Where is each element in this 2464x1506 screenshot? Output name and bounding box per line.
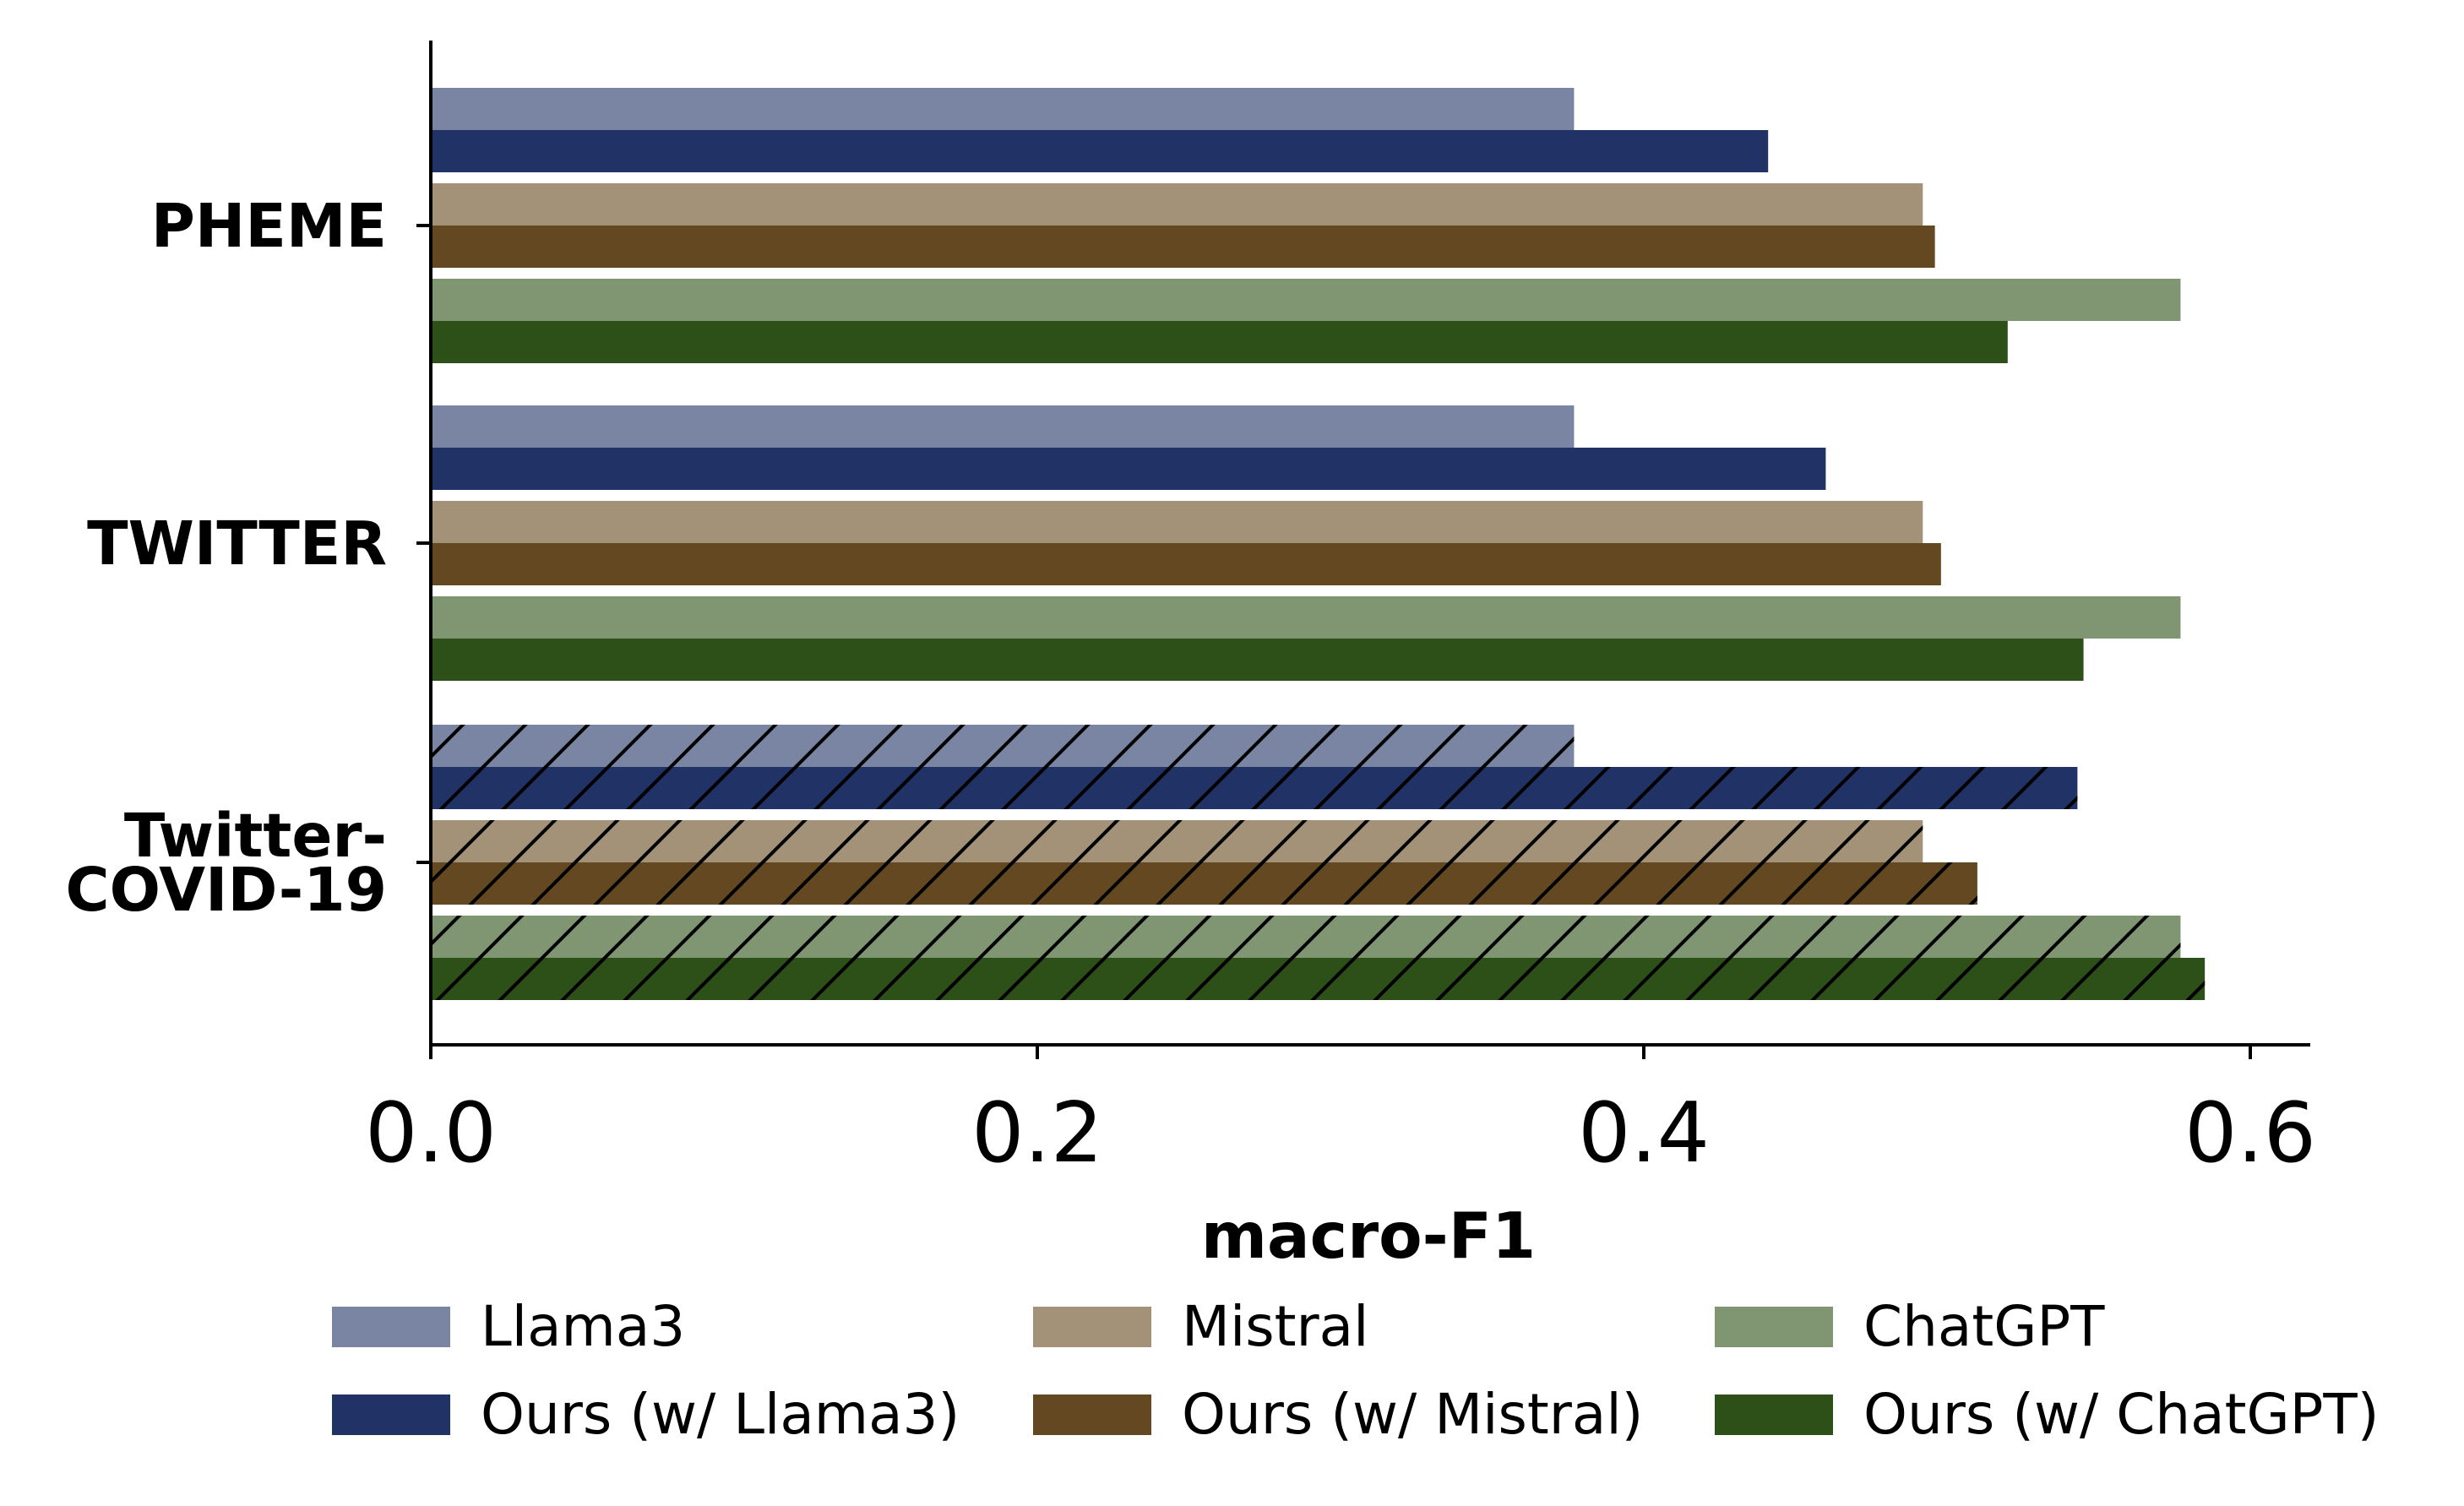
- legend-item-3: Ours (w/ Mistral): [1033, 1382, 1643, 1447]
- x-tick-label-2: 0.4: [1578, 1085, 1710, 1182]
- bar-1-1: [431, 448, 1826, 490]
- y-tick-label-2: Twitter-COVID-19: [66, 801, 387, 925]
- bar-1-4: [431, 596, 2181, 639]
- y-tick-label-1: TWITTER: [87, 508, 387, 579]
- legend-swatch-3: [1033, 1395, 1151, 1435]
- bar-0-2: [431, 183, 1923, 226]
- x-tick-label-1: 0.2: [971, 1085, 1103, 1182]
- bars: [431, 88, 2206, 1000]
- bar-hatch-2-0: [431, 725, 1575, 767]
- legend-label-4: ChatGPT: [1863, 1294, 2105, 1359]
- bar-1-2: [431, 501, 1923, 543]
- bar-1-0: [431, 405, 1575, 448]
- bar-0-1: [431, 130, 1769, 172]
- legend-swatch-5: [1715, 1395, 1833, 1435]
- bar-0-3: [431, 226, 1935, 268]
- y-axis-ticks: PHEME TWITTER Twitter-COVID-19: [66, 191, 431, 925]
- legend-swatch-4: [1715, 1307, 1833, 1347]
- legend-swatch-2: [1033, 1307, 1151, 1347]
- legend-item-2: Mistral: [1033, 1294, 1368, 1359]
- bar-hatch-2-2: [431, 820, 1923, 862]
- bar-0-5: [431, 321, 2008, 363]
- legend-item-1: Ours (w/ Llama3): [332, 1382, 960, 1447]
- y-tick-label-0: PHEME: [151, 191, 387, 261]
- legend-swatch-1: [332, 1395, 450, 1435]
- legend-swatch-0: [332, 1307, 450, 1347]
- x-tick-label-0: 0.0: [365, 1085, 497, 1182]
- legend-label-2: Mistral: [1182, 1294, 1368, 1359]
- bar-1-5: [431, 639, 2084, 681]
- bar-hatch-2-5: [431, 958, 2206, 1000]
- x-tick-label-3: 0.6: [2184, 1085, 2316, 1182]
- legend-item-4: ChatGPT: [1715, 1294, 2105, 1359]
- legend-item-0: Llama3: [332, 1294, 685, 1359]
- bar-0-4: [431, 279, 2181, 321]
- x-axis-label: macro-F1: [1201, 1199, 1536, 1273]
- bar-hatch-2-3: [431, 862, 1977, 905]
- legend-label-5: Ours (w/ ChatGPT): [1863, 1382, 2379, 1447]
- legend-item-5: Ours (w/ ChatGPT): [1715, 1382, 2379, 1447]
- legend-label-3: Ours (w/ Mistral): [1182, 1382, 1643, 1447]
- bar-1-3: [431, 543, 1941, 585]
- x-axis-ticks: 0.0 0.2 0.4 0.6: [365, 1045, 2316, 1182]
- legend-label-1: Ours (w/ Llama3): [481, 1382, 960, 1447]
- legend: Llama3 Ours (w/ Llama3) Mistral Ours (w/ Mi…: [332, 1294, 2379, 1447]
- bar-hatch-2-1: [431, 767, 2078, 809]
- legend-label-0: Llama3: [481, 1294, 685, 1359]
- bar-0-0: [431, 88, 1575, 130]
- bar-hatch-2-4: [431, 916, 2181, 958]
